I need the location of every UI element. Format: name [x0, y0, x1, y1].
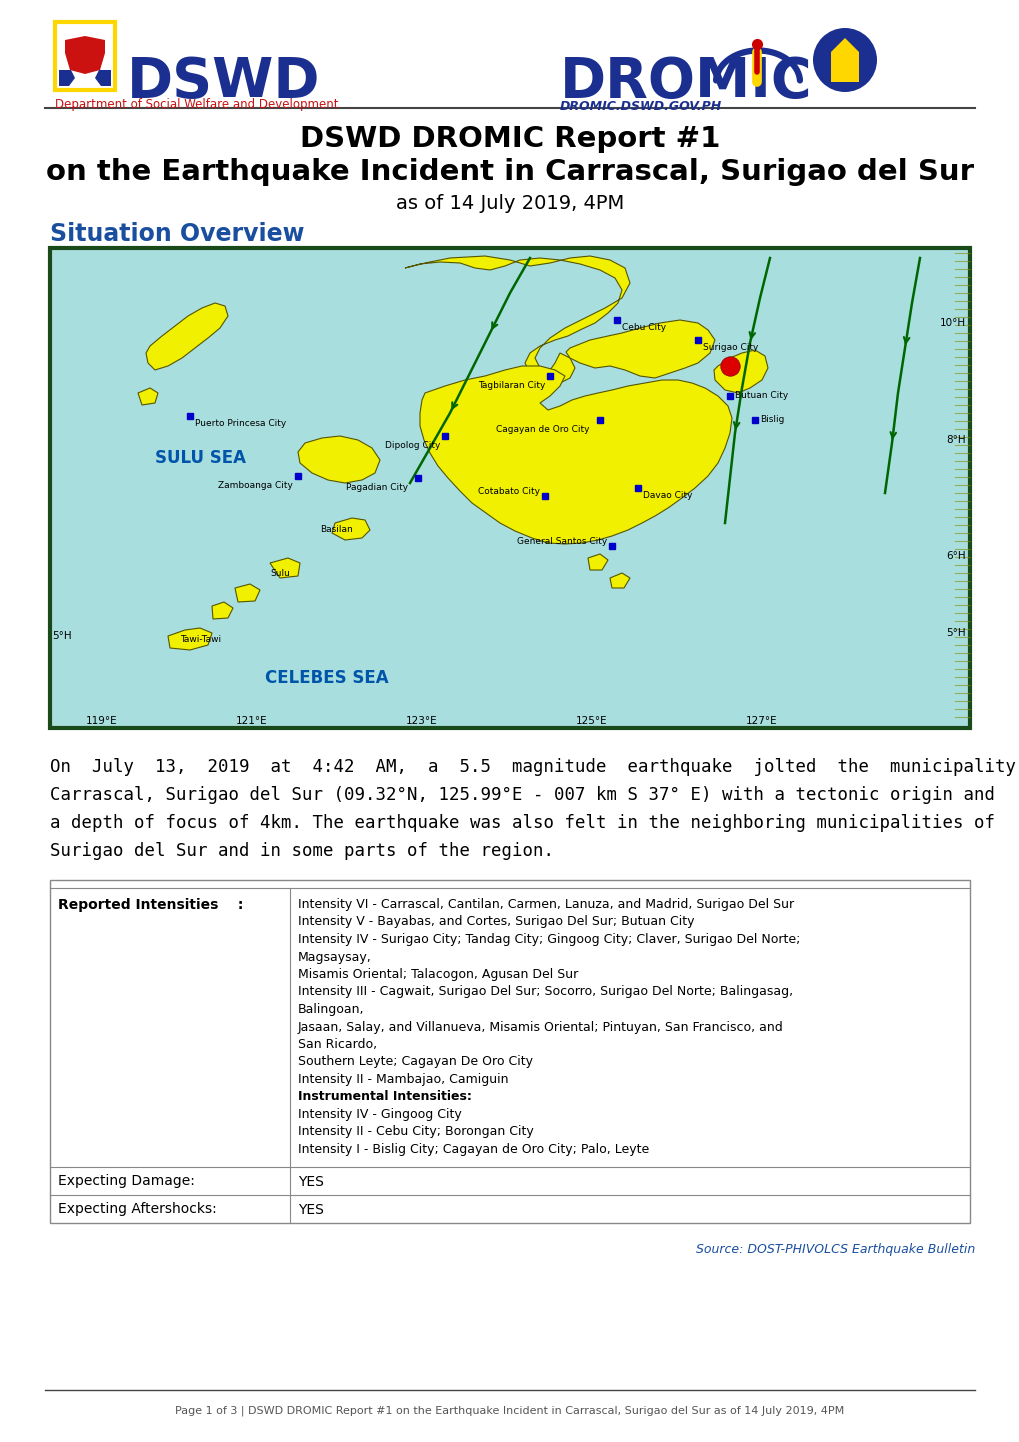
Polygon shape — [59, 71, 75, 87]
Text: San Ricardo,: San Ricardo, — [298, 1038, 377, 1051]
Text: Davao City: Davao City — [642, 492, 692, 500]
Text: 125°E: 125°E — [576, 717, 607, 725]
Text: 123°E: 123°E — [406, 717, 437, 725]
Text: a depth of focus of 4km. The earthquake was also felt in the neighboring municip: a depth of focus of 4km. The earthquake … — [50, 813, 994, 832]
Text: Southern Leyte; Cagayan De Oro City: Southern Leyte; Cagayan De Oro City — [298, 1056, 533, 1069]
Text: 121°E: 121°E — [236, 717, 268, 725]
Text: Cagayan de Oro City: Cagayan de Oro City — [496, 425, 589, 434]
Text: YES: YES — [298, 1203, 324, 1217]
Polygon shape — [405, 257, 630, 384]
Text: Balingoan,: Balingoan, — [298, 1004, 364, 1017]
Text: Expecting Aftershocks:: Expecting Aftershocks: — [58, 1203, 217, 1217]
Polygon shape — [212, 601, 232, 619]
Text: On  July  13,  2019  at  4:42  AM,  a  5.5  magnitude  earthquake  jolted  the  : On July 13, 2019 at 4:42 AM, a 5.5 magni… — [50, 758, 1019, 776]
Text: Jasaan, Salay, and Villanueva, Misamis Oriental; Pintuyan, San Francisco, and: Jasaan, Salay, and Villanueva, Misamis O… — [298, 1021, 783, 1034]
Polygon shape — [420, 366, 732, 544]
Text: as of 14 July 2019, 4PM: as of 14 July 2019, 4PM — [395, 195, 624, 213]
Text: YES: YES — [298, 1174, 324, 1188]
Text: Intensity V - Bayabas, and Cortes, Surigao Del Sur; Butuan City: Intensity V - Bayabas, and Cortes, Surig… — [298, 916, 694, 929]
Text: Tawi-Tawi: Tawi-Tawi — [179, 636, 221, 645]
Text: Department of Social Welfare and Development: Department of Social Welfare and Develop… — [55, 98, 338, 111]
Text: Cotabato City: Cotabato City — [478, 486, 539, 496]
Text: Bislig: Bislig — [759, 415, 784, 424]
Text: Intensity I - Bislig City; Cagayan de Oro City; Palo, Leyte: Intensity I - Bislig City; Cagayan de Or… — [298, 1144, 649, 1156]
Polygon shape — [830, 37, 858, 82]
Text: DROMIC: DROMIC — [559, 55, 812, 110]
Text: Cebu City: Cebu City — [622, 323, 665, 333]
Text: Magsaysay,: Magsaysay, — [298, 950, 371, 963]
Polygon shape — [146, 303, 228, 371]
Text: Reported Intensities    :: Reported Intensities : — [58, 898, 244, 911]
Text: DSWD: DSWD — [127, 55, 320, 110]
Polygon shape — [270, 558, 300, 578]
Polygon shape — [587, 554, 607, 570]
Polygon shape — [331, 518, 370, 539]
Text: Page 1 of 3 | DSWD DROMIC Report #1 on the Earthquake Incident in Carrascal, Sur: Page 1 of 3 | DSWD DROMIC Report #1 on t… — [175, 1405, 844, 1416]
Polygon shape — [298, 435, 380, 483]
Polygon shape — [609, 572, 630, 588]
Polygon shape — [65, 36, 105, 74]
Text: Pagadian City: Pagadian City — [345, 483, 408, 493]
Text: Basilan: Basilan — [320, 525, 353, 535]
Text: Intensity III - Cagwait, Surigao Del Sur; Socorro, Surigao Del Norte; Balingasag: Intensity III - Cagwait, Surigao Del Sur… — [298, 985, 793, 998]
Polygon shape — [234, 584, 260, 601]
Text: General Santos City: General Santos City — [517, 536, 606, 545]
Text: Surigao del Sur and in some parts of the region.: Surigao del Sur and in some parts of the… — [50, 842, 553, 859]
Text: 5°H: 5°H — [52, 632, 71, 642]
Text: Intensity VI - Carrascal, Cantilan, Carmen, Lanuza, and Madrid, Surigao Del Sur: Intensity VI - Carrascal, Cantilan, Carm… — [298, 898, 794, 911]
Text: Source: DOST-PHIVOLCS Earthquake Bulletin: Source: DOST-PHIVOLCS Earthquake Bulleti… — [695, 1243, 974, 1256]
Polygon shape — [566, 320, 714, 378]
Text: 10°H: 10°H — [938, 319, 965, 327]
Text: Expecting Damage:: Expecting Damage: — [58, 1174, 195, 1188]
Text: Surigao City: Surigao City — [702, 343, 758, 352]
Text: 8°H: 8°H — [946, 435, 965, 446]
Bar — [50, 248, 969, 728]
Text: Intensity II - Cebu City; Borongan City: Intensity II - Cebu City; Borongan City — [298, 1126, 533, 1139]
Text: SULU SEA: SULU SEA — [155, 448, 246, 467]
Text: Zamboanga City: Zamboanga City — [218, 482, 292, 490]
Text: Dipolog City: Dipolog City — [384, 441, 439, 450]
Circle shape — [812, 27, 876, 92]
Polygon shape — [95, 71, 111, 87]
Text: 127°E: 127°E — [746, 717, 777, 725]
Text: on the Earthquake Incident in Carrascal, Surigao del Sur: on the Earthquake Incident in Carrascal,… — [46, 159, 973, 186]
Text: Intensity IV - Gingoog City: Intensity IV - Gingoog City — [298, 1107, 462, 1120]
Text: DSWD DROMIC Report #1: DSWD DROMIC Report #1 — [300, 125, 719, 153]
Polygon shape — [168, 629, 212, 650]
Text: DROMIC.DSWD.GOV.PH: DROMIC.DSWD.GOV.PH — [559, 99, 721, 112]
Text: 6°H: 6°H — [946, 551, 965, 561]
Text: 5°H: 5°H — [946, 629, 965, 637]
Polygon shape — [138, 388, 158, 405]
Text: Intensity IV - Surigao City; Tandag City; Gingoog City; Claver, Surigao Del Nort: Intensity IV - Surigao City; Tandag City… — [298, 933, 800, 946]
Text: Situation Overview: Situation Overview — [50, 222, 305, 247]
Bar — [55, 22, 115, 89]
Text: Intensity II - Mambajao, Camiguin: Intensity II - Mambajao, Camiguin — [298, 1073, 508, 1086]
Bar — [50, 880, 969, 1223]
Text: Sulu: Sulu — [270, 568, 289, 577]
Text: Carrascal, Surigao del Sur (09.32°N, 125.99°E - 007 km S 37° E) with a tectonic : Carrascal, Surigao del Sur (09.32°N, 125… — [50, 786, 994, 805]
Text: Misamis Oriental; Talacogon, Agusan Del Sur: Misamis Oriental; Talacogon, Agusan Del … — [298, 968, 578, 981]
Text: 119°E: 119°E — [86, 717, 118, 725]
Text: CELEBES SEA: CELEBES SEA — [265, 669, 388, 686]
Polygon shape — [713, 350, 767, 394]
Text: Puerto Princesa City: Puerto Princesa City — [195, 420, 286, 428]
Text: Butuan City: Butuan City — [735, 391, 788, 401]
Text: Instrumental Intensities:: Instrumental Intensities: — [298, 1090, 472, 1103]
Text: Tagbilaran City: Tagbilaran City — [477, 382, 544, 391]
